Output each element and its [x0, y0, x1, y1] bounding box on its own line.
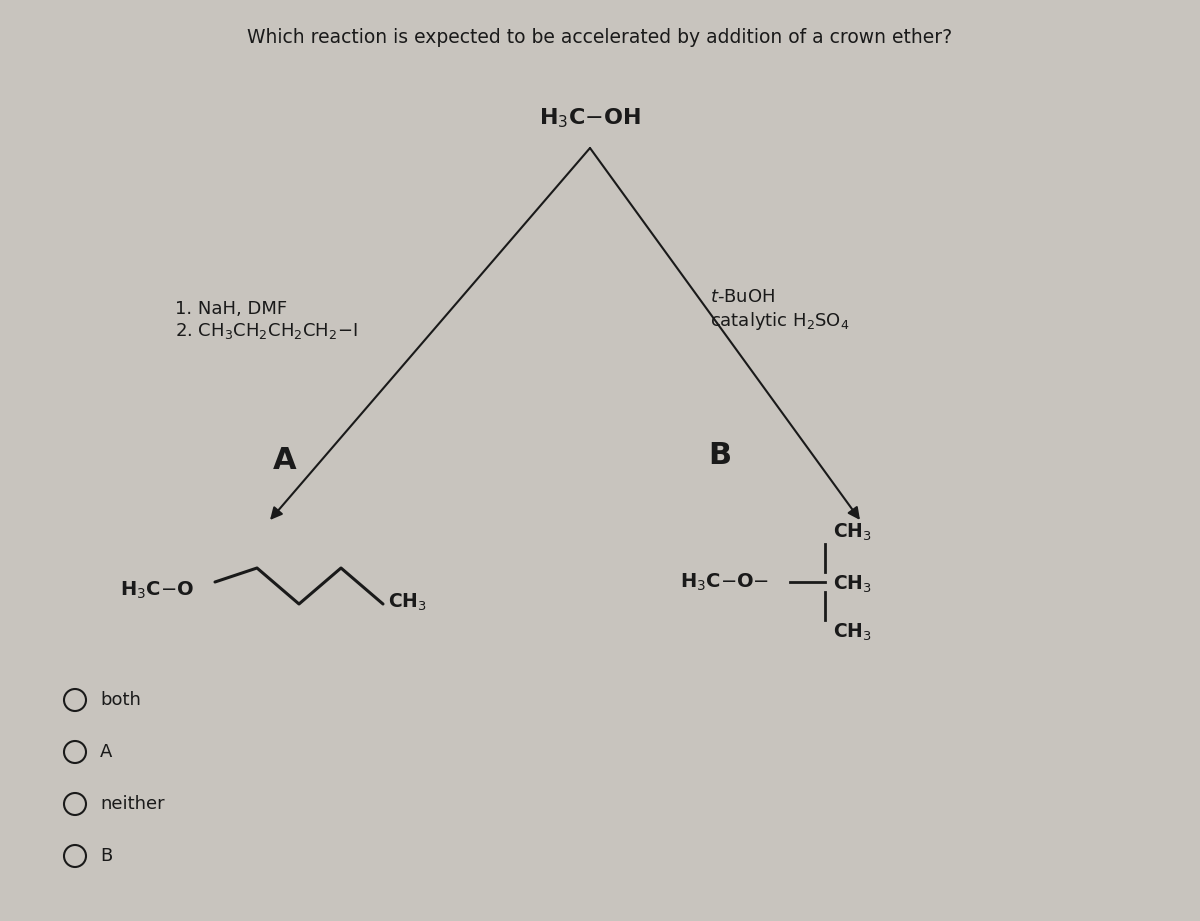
Text: CH$_3$: CH$_3$	[388, 591, 427, 612]
Text: B: B	[708, 440, 732, 470]
Text: CH$_3$: CH$_3$	[833, 574, 872, 595]
Text: H$_3$C$-$O: H$_3$C$-$O	[120, 579, 194, 600]
Text: CH$_3$: CH$_3$	[833, 622, 872, 643]
Text: neither: neither	[100, 795, 164, 813]
Text: B: B	[100, 847, 113, 865]
Text: $t$-BuOH
catalytic H$_2$SO$_4$: $t$-BuOH catalytic H$_2$SO$_4$	[710, 288, 850, 332]
Text: H$_3$C$-$OH: H$_3$C$-$OH	[539, 106, 641, 130]
Text: H$_3$C$-$O$-$: H$_3$C$-$O$-$	[680, 571, 769, 592]
Text: A: A	[100, 743, 113, 761]
Text: 1. NaH, DMF
2. CH$_3$CH$_2$CH$_2$CH$_2$$-$I: 1. NaH, DMF 2. CH$_3$CH$_2$CH$_2$CH$_2$$…	[175, 299, 358, 341]
Text: A: A	[274, 446, 296, 474]
Text: CH$_3$: CH$_3$	[833, 521, 872, 542]
Text: both: both	[100, 691, 140, 709]
Text: Which reaction is expected to be accelerated by addition of a crown ether?: Which reaction is expected to be acceler…	[247, 28, 953, 47]
